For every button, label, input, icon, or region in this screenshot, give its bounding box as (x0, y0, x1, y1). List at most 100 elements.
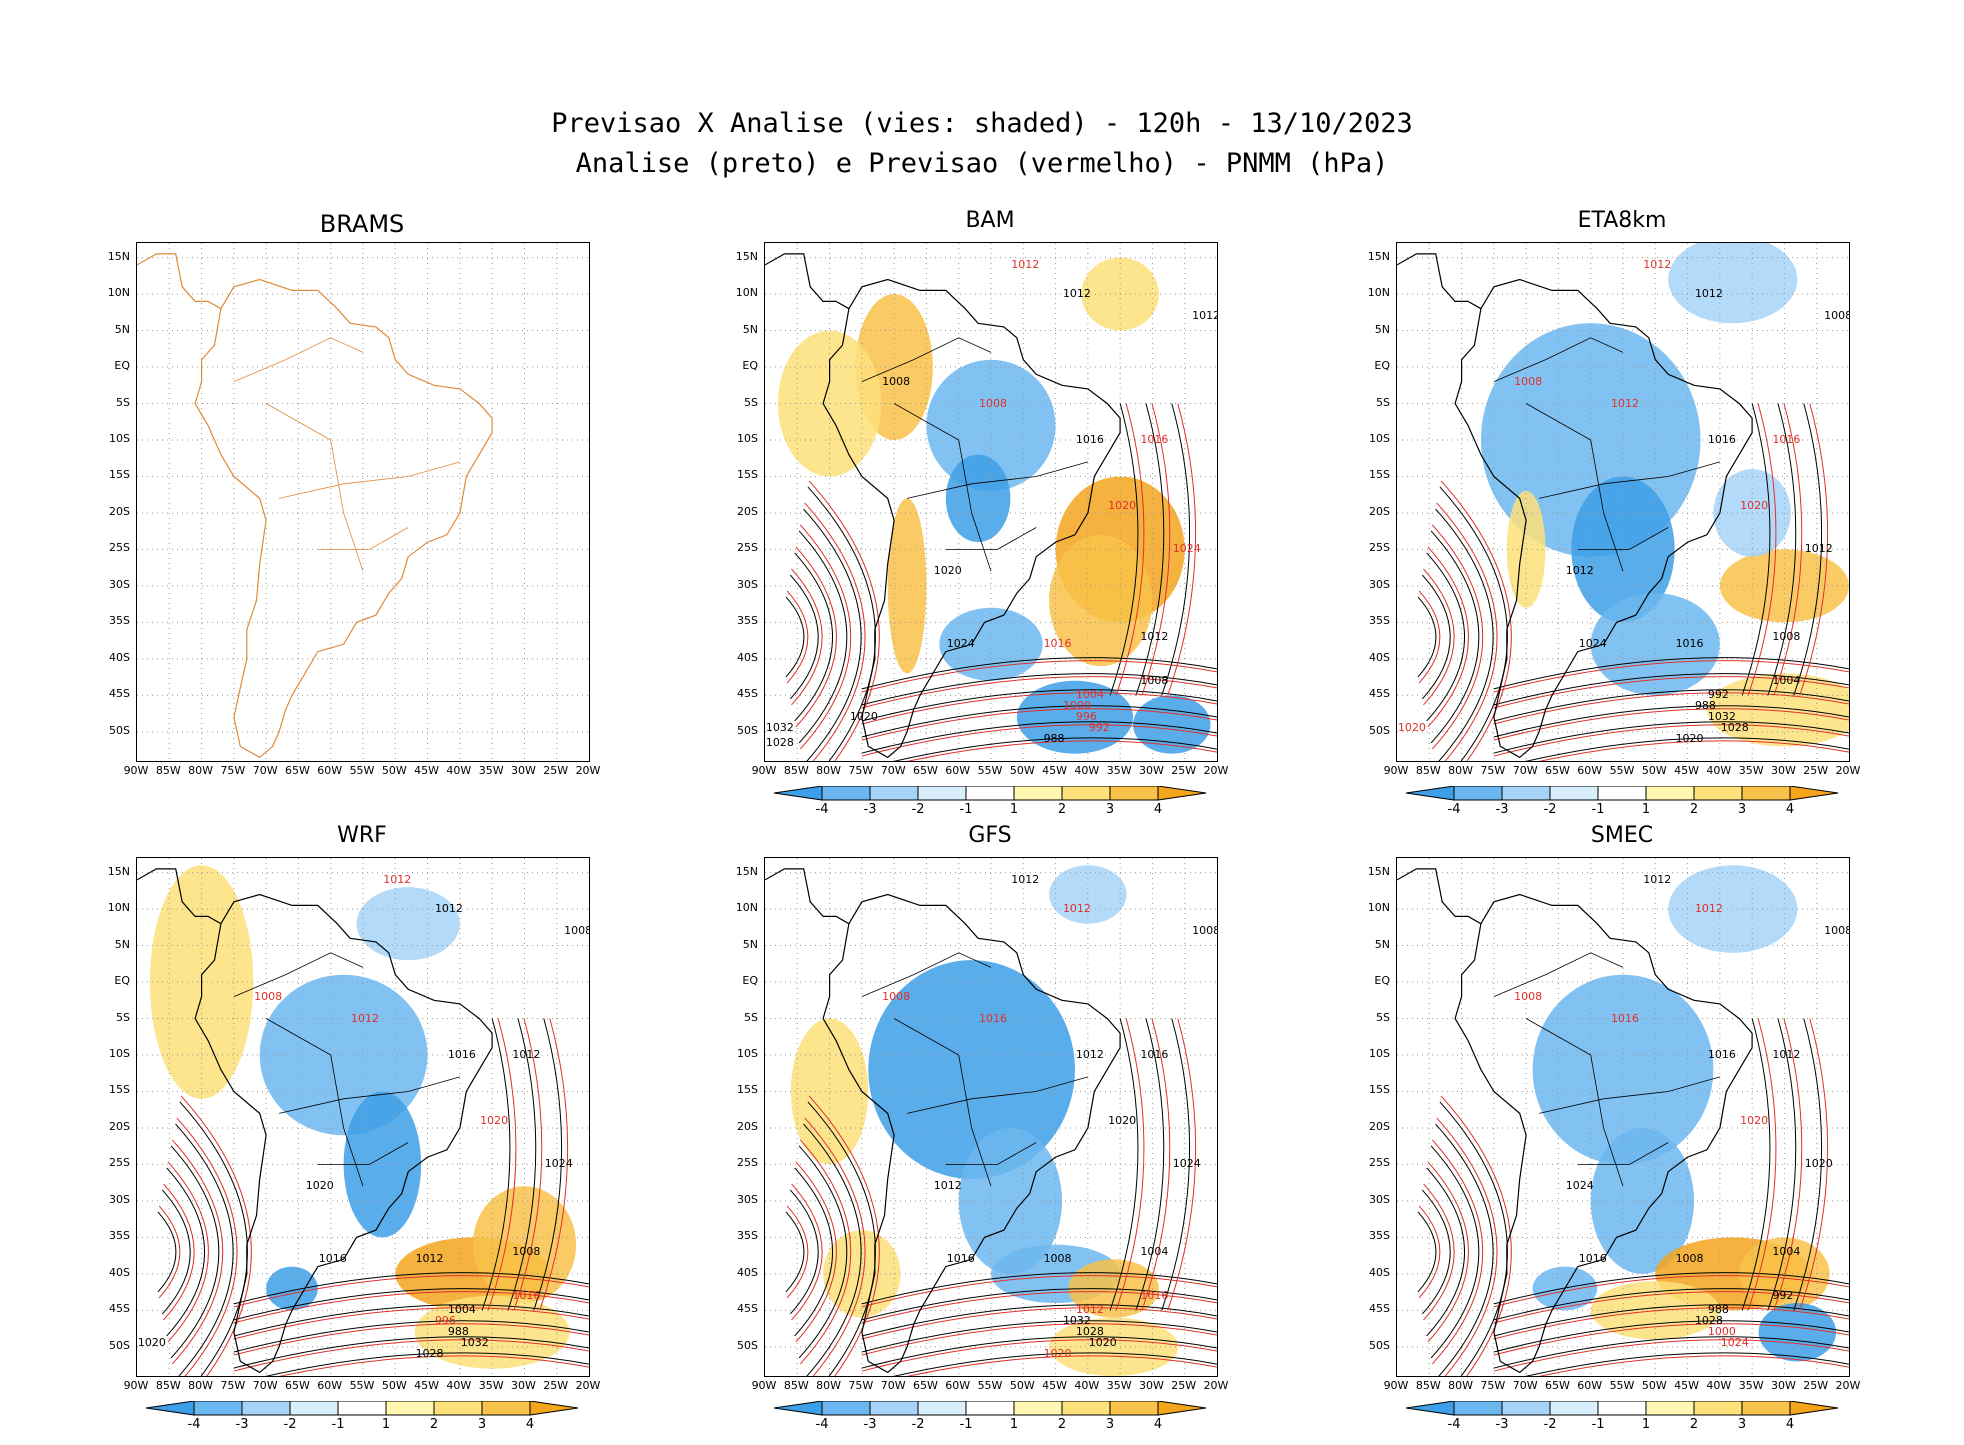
lon-tick-label: 90W (123, 764, 149, 777)
map-frame: 1012 1012 1012 1008 1008 1016 1016 1020 1024 1020… (764, 242, 1218, 762)
isobar-contour (789, 1189, 819, 1315)
pressure-label: 1008 (1043, 1252, 1072, 1266)
pressure-label: 1020 (1740, 498, 1769, 512)
pressure-label: 1012 (1643, 257, 1672, 271)
lon-tick-label: 45W (1674, 1379, 1699, 1392)
lon-tick-label: 75W (848, 764, 874, 777)
isobar-contour (1436, 1117, 1498, 1376)
map-frame (136, 242, 590, 762)
colorbar-label: -4 (1447, 1417, 1461, 1432)
isobar-contour (1430, 530, 1480, 744)
panel-title: GFS (968, 823, 1012, 848)
isobar-contour (794, 1167, 833, 1337)
isobar-contour (1493, 1320, 1849, 1353)
isobar-contour (804, 1117, 866, 1376)
isobar-contour (789, 574, 819, 700)
lat-tick-label: 5S (1376, 395, 1390, 409)
lat-tick-label: 5S (116, 1010, 130, 1024)
country-border (1577, 1142, 1669, 1165)
isobar-contour (539, 1018, 569, 1311)
lat-tick-label: 15N (1367, 249, 1390, 263)
country-border (317, 527, 409, 550)
pressure-label: 1012 (1694, 287, 1723, 301)
pressure-label: 1016 (1611, 1011, 1639, 1025)
bias-shading (1016, 680, 1134, 754)
isobar-contour (507, 1018, 537, 1311)
lon-tick-label: 50W (1009, 1379, 1035, 1392)
pressure-label: 1012 (1075, 1303, 1104, 1317)
isobar-contour (1799, 1018, 1829, 1311)
lat-tick-label: 35S (1369, 1229, 1390, 1243)
pressure-label: 1028 (765, 735, 794, 749)
lat-tick-label: 10N (735, 286, 758, 300)
lat-tick-label: 50S (109, 723, 130, 737)
isobar-contour (1431, 524, 1484, 750)
isobar-contour (861, 1291, 1217, 1324)
isobar-contour (233, 1339, 589, 1372)
isobar-contour (861, 689, 1217, 722)
pressure-label: 1024 (946, 637, 975, 651)
panel-title: BRAMS (319, 210, 405, 238)
map-canvas (765, 243, 1217, 761)
pressure-label: 1008 (882, 374, 911, 388)
lon-tick-label: 20W (1203, 1379, 1229, 1392)
isobar-contour (1440, 1095, 1512, 1376)
panel-brams: BRAMS 15N 10N 5N EQ 5S 10S 15S 20S 25S 30S 35S 40S 45… (76, 202, 608, 830)
lon-tick-label: 90W (123, 1379, 149, 1392)
isobar-contour (803, 1123, 862, 1376)
isobar-contour (785, 596, 805, 678)
country-border (279, 461, 461, 499)
pressure-label: 1016 (979, 1011, 1007, 1025)
country-border (1539, 461, 1721, 499)
colorbar-label: 3 (1105, 1417, 1115, 1432)
country-border (317, 1142, 409, 1165)
colorbar-cell (1157, 1401, 1207, 1416)
isobar-contour (167, 1161, 209, 1343)
country-border (279, 1076, 461, 1114)
colorbar-cell (1741, 1401, 1791, 1416)
colorbar-cell (289, 1401, 339, 1416)
isobar-contour (1436, 502, 1498, 761)
bias-shading (1049, 1317, 1179, 1376)
coastline (822, 278, 1121, 759)
colorbar-cell (241, 1401, 291, 1416)
pressure-label: 1012 (1611, 396, 1639, 410)
isobar-contour (1493, 1336, 1849, 1369)
country-border (233, 337, 364, 382)
lat-tick-label: 5S (744, 1010, 758, 1024)
lon-tick-label: 35W (1106, 764, 1132, 777)
pressure-label: 988 (1694, 699, 1716, 713)
isobar-contour (1141, 403, 1171, 696)
pressure-label: 1008 (1514, 989, 1543, 1003)
country-border (1525, 403, 1624, 572)
colorbar-label: 4 (1153, 802, 1163, 817)
isobar-contour (1793, 403, 1823, 696)
isobar-contour (1493, 689, 1849, 722)
colorbar-label: -2 (911, 1417, 925, 1432)
lon-tick-label: 90W (1383, 1379, 1409, 1392)
pressure-label: 988 (447, 1325, 469, 1339)
coastline (1397, 868, 1482, 925)
isobar-contour (861, 1272, 1217, 1305)
lon-tick-label: 35W (478, 764, 504, 777)
colorbar-cell (385, 1401, 435, 1416)
lon-tick-label: 80W (1448, 1379, 1473, 1392)
lat-tick-label: 5N (742, 322, 758, 336)
pressure-label: 1016 (1707, 432, 1736, 446)
lat-tick-label: EQ (114, 359, 130, 373)
lon-tick-label: 70W (880, 1379, 906, 1392)
isobar-contour (807, 486, 876, 761)
lat-tick-label: 15N (735, 864, 758, 878)
colorbar-cell (1645, 1401, 1695, 1416)
colorbar-cell (1013, 1401, 1063, 1416)
bias-shading (1049, 865, 1127, 924)
pressure-label: 1028 (415, 1347, 444, 1361)
colorbar-label: -3 (863, 1417, 877, 1432)
isobar-contour (804, 502, 866, 761)
isobar-contour (233, 1320, 589, 1353)
colorbar-cell (965, 1401, 1015, 1416)
lon-tick-label: 60W (317, 1379, 343, 1392)
pressure-label: 1016 (1075, 432, 1104, 446)
isobar-contour (1135, 1018, 1165, 1311)
isobar-contour (794, 552, 833, 722)
